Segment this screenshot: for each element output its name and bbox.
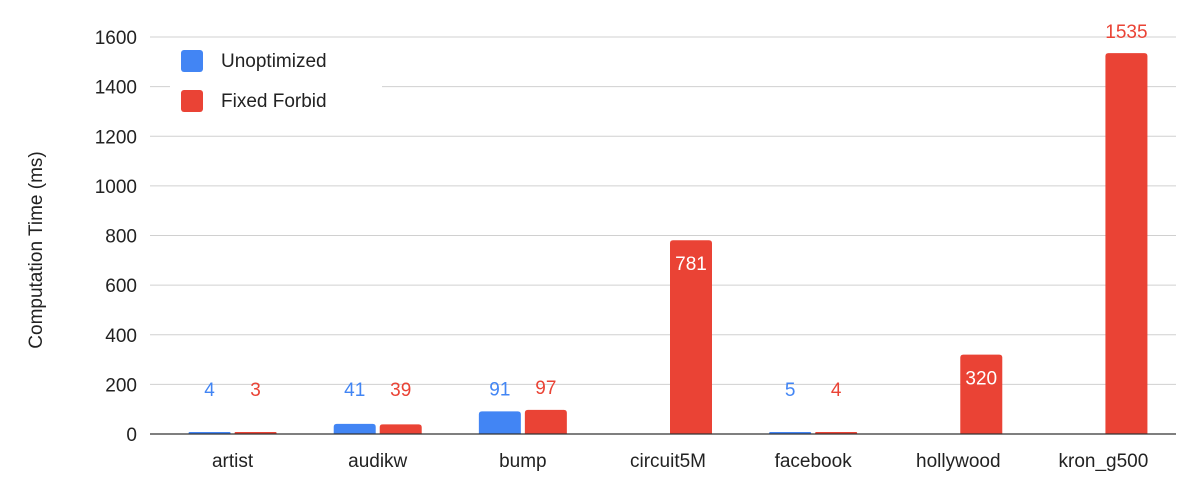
data-label: 5 [785,380,796,401]
y-tick-label: 1400 [95,78,137,99]
data-label: 4 [204,380,215,401]
axes: 0 200 400 600 800 1000 1200 1400 1600 artist audik… [95,28,1176,472]
y-tick-label: 0 [126,425,137,446]
y-tick-label: 200 [105,375,137,396]
data-label: 97 [535,378,556,399]
x-tick-label: circuit5M [630,451,706,472]
legend-swatch-fixed-forbid [181,90,203,112]
y-tick-label: 1200 [95,127,137,148]
data-label: 91 [489,379,510,400]
x-tick-label: kron_g500 [1059,451,1149,472]
legend-label-unoptimized: Unoptimized [221,51,327,72]
data-label: 39 [390,380,411,401]
data-label: 3 [250,380,261,401]
x-tick-label: audikw [348,451,407,472]
data-label: 41 [344,380,365,401]
bar-fixed-forbid [670,240,712,434]
legend-label-fixed-forbid: Fixed Forbid [221,91,327,112]
y-tick-label: 1000 [95,177,137,198]
bar-fixed-forbid [524,409,567,434]
y-tick-label: 400 [105,326,137,347]
y-tick-label: 800 [105,227,137,248]
x-tick-label: artist [212,451,254,472]
bar-fixed-forbid [1105,53,1148,435]
bar-unoptimized [478,411,521,434]
x-tick-label: bump [499,451,547,472]
y-axis-label: Computation Time (ms) [26,151,47,348]
y-tick-label: 1600 [95,28,137,49]
x-tick-label: facebook [775,451,853,472]
data-label: 1535 [1105,22,1147,43]
data-label: 320 [965,369,997,390]
data-label: 4 [831,380,842,401]
bar-fixed-forbid [379,424,422,434]
bar-unoptimized [333,423,376,434]
bar-fixed-forbid [960,354,1003,434]
y-tick-label: 600 [105,276,137,297]
x-tick-label: hollywood [916,451,1001,472]
legend: Unoptimized Fixed Forbid [170,42,382,122]
data-label: 781 [675,254,707,275]
legend-swatch-unoptimized [181,50,203,72]
